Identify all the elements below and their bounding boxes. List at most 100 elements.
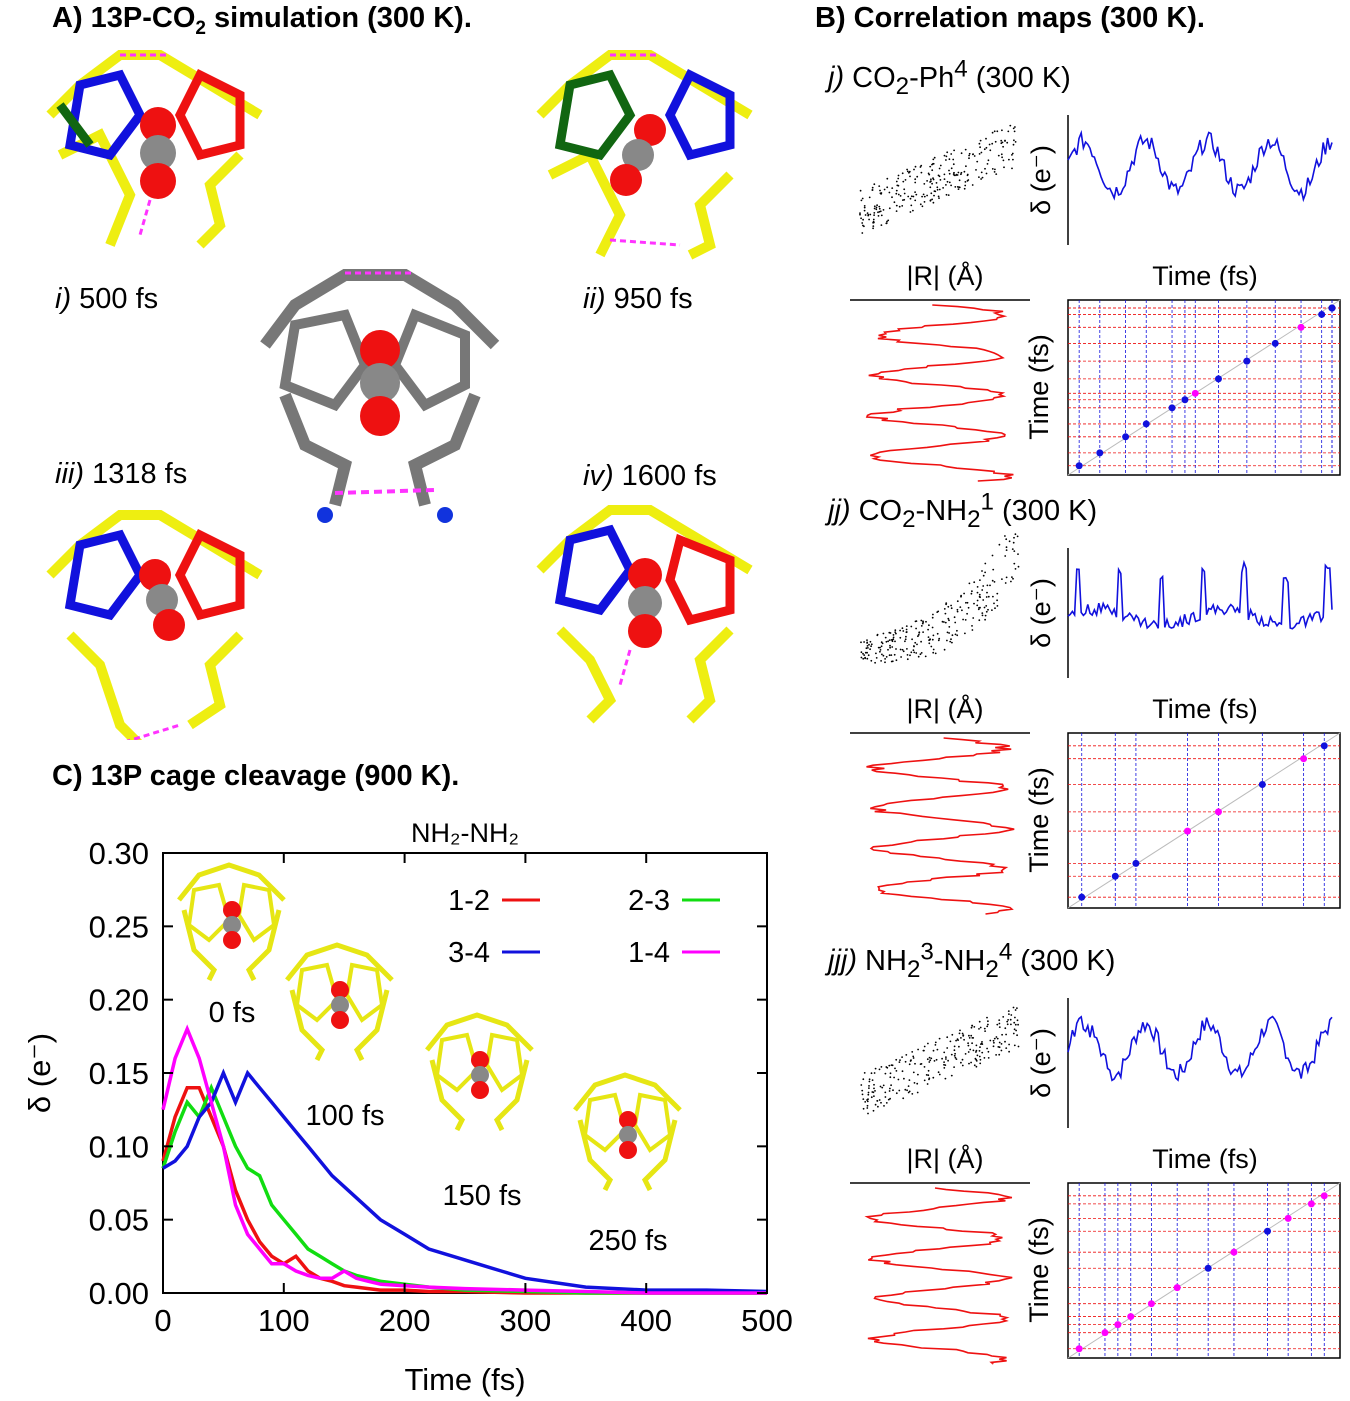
panel-a-molecules [46, 50, 753, 740]
cleavage-chart: NH₂-NH₂ 0 fs 100 fs 150 fs 250 fs 0 100 200 30… [22, 818, 793, 1397]
recurrence-dot [1284, 1214, 1292, 1222]
inset-label-0: 0 fs [209, 997, 256, 1029]
grid-axis-label: Time (fs) [1024, 1217, 1054, 1322]
chart-frame [162, 852, 768, 1294]
y-tick-label: 0.00 [89, 1276, 149, 1311]
recurrence-dot [1243, 357, 1251, 365]
recurrence-dot [1181, 396, 1189, 404]
recurrence-dot [1127, 1313, 1135, 1321]
recurrence-dot [1214, 375, 1222, 383]
molecule-snapshot-i [46, 50, 263, 249]
recurrence-dot [1078, 893, 1086, 901]
r-trace [866, 737, 1015, 915]
recurrence-dot [1271, 339, 1279, 347]
inset-cage-2 [425, 1012, 534, 1132]
recurrence-dot [1320, 742, 1328, 750]
x-axis-label: Time (fs) [404, 1362, 525, 1397]
molecule-center [260, 269, 500, 523]
recurrence-dot [1328, 304, 1336, 312]
recurrence-grid [1067, 732, 1341, 909]
y-tick-label: 0.05 [89, 1203, 149, 1238]
correlation-map-1: δ (e⁻) Time (fs) |R| (Å) Time (fs) [850, 533, 1341, 915]
chart-title: NH₂-NH₂ [411, 818, 519, 848]
panel-b-title: B) Correlation maps (300 K). [815, 2, 1205, 34]
y-tick-label: 0.10 [89, 1129, 149, 1164]
r-trace [865, 304, 1014, 482]
delta-trace [1067, 129, 1333, 203]
inset-label-3: 250 fs [589, 1225, 668, 1257]
grid-axis-label: Time (fs) [1024, 334, 1054, 439]
panel-c-title: C) 13P cage cleavage (900 K). [52, 760, 460, 792]
recurrence-dot [1300, 755, 1308, 763]
recurrence-dot [1307, 1200, 1315, 1208]
time-axis-label: Time (fs) [1152, 1144, 1257, 1174]
recurrence-dot [1132, 859, 1140, 867]
recurrence-dot [1168, 404, 1176, 412]
legend-label-1-4: 1-4 [628, 937, 670, 969]
y-tick-label: 0.20 [89, 983, 149, 1018]
snapshot-ii-label: ii) 950 fs [583, 283, 693, 315]
scatter-points [860, 533, 1020, 664]
r-axis-label: |R| (Å) [906, 693, 983, 724]
molecule-snapshot-iii [46, 510, 263, 740]
recurrence-dot [1297, 323, 1305, 331]
y-tick-label: 0.25 [89, 909, 149, 944]
molecule-snapshot-iv [536, 505, 753, 724]
legend-label-2-3: 2-3 [628, 885, 670, 917]
series-line-1-4 [161, 1024, 767, 1295]
delta-axis-label: δ (e⁻) [1026, 578, 1056, 648]
recurrence-grid [1067, 299, 1341, 476]
panel-a-title: A) 13P-CO2 simulation (300 K). [52, 2, 472, 39]
snapshot-iii-label: iii) 1318 fs [55, 458, 188, 490]
inset-cage-1 [285, 942, 394, 1062]
time-axis-label: Time (fs) [1152, 261, 1257, 291]
recurrence-dot [1184, 827, 1192, 835]
inset-cage-3 [573, 1072, 682, 1192]
legend-label-3-4: 3-4 [448, 937, 490, 969]
snapshot-i-label: i) 500 fs [55, 283, 159, 315]
x-tick-label: 100 [258, 1303, 310, 1338]
y-tick-label: 0.15 [89, 1056, 149, 1091]
x-tick-label: 0 [154, 1303, 171, 1338]
recurrence-dot [1204, 1264, 1212, 1272]
recurrence-dot [1318, 310, 1326, 318]
r-trace [864, 1187, 1013, 1365]
grid-axis-label: Time (fs) [1024, 767, 1054, 872]
inset-label-1: 100 fs [306, 1100, 385, 1132]
molecule-snapshot-ii [536, 50, 753, 260]
recurrence-grid [1067, 1182, 1341, 1359]
recurrence-dot [1147, 1300, 1155, 1308]
recurrence-dot [1114, 1321, 1122, 1329]
x-tick-label: 200 [379, 1303, 431, 1338]
recurrence-dot [1191, 389, 1199, 397]
recurrence-dot [1214, 808, 1222, 816]
delta-trace [1067, 1015, 1333, 1082]
correlation-map-0: δ (e⁻) Time (fs) |R| (Å) Time (fs) [850, 115, 1341, 482]
correlation-map-2: δ (e⁻) Time (fs) |R| (Å) Time (fs) [850, 998, 1341, 1365]
recurrence-dot [1122, 433, 1130, 441]
recurrence-dot [1320, 1192, 1328, 1200]
x-tick-label: 400 [620, 1303, 672, 1338]
series-line-3-4 [162, 1068, 768, 1294]
recurrence-dot [1111, 872, 1119, 880]
recurrence-dot [1101, 1329, 1109, 1337]
delta-axis-label: δ (e⁻) [1026, 1028, 1056, 1098]
map-label-2: jjj) NH23-NH24 (300 K) [828, 938, 1116, 983]
map-label-0: j) CO2-Ph4 (300 K) [828, 55, 1071, 100]
snapshot-iv-label: iv) 1600 fs [583, 460, 717, 492]
x-tick-label: 300 [500, 1303, 552, 1338]
y-axis-label: δ (e⁻) [22, 1033, 57, 1113]
recurrence-dot [1230, 1248, 1238, 1256]
recurrence-dot [1096, 449, 1104, 457]
delta-axis-label: δ (e⁻) [1026, 145, 1056, 215]
scatter-points [860, 1006, 1020, 1115]
inset-cage-0 [177, 862, 286, 982]
recurrence-dot [1173, 1284, 1181, 1292]
recurrence-dot [1258, 780, 1266, 788]
legend-label-1-2: 1-2 [448, 885, 490, 917]
r-axis-label: |R| (Å) [906, 260, 983, 291]
map-label-1: jj) CO2-NH21 (300 K) [828, 488, 1098, 533]
chart-insets: 0 fs 100 fs 150 fs 250 fs [177, 862, 682, 1257]
r-axis-label: |R| (Å) [906, 1143, 983, 1174]
x-tick-label: 500 [741, 1303, 793, 1338]
